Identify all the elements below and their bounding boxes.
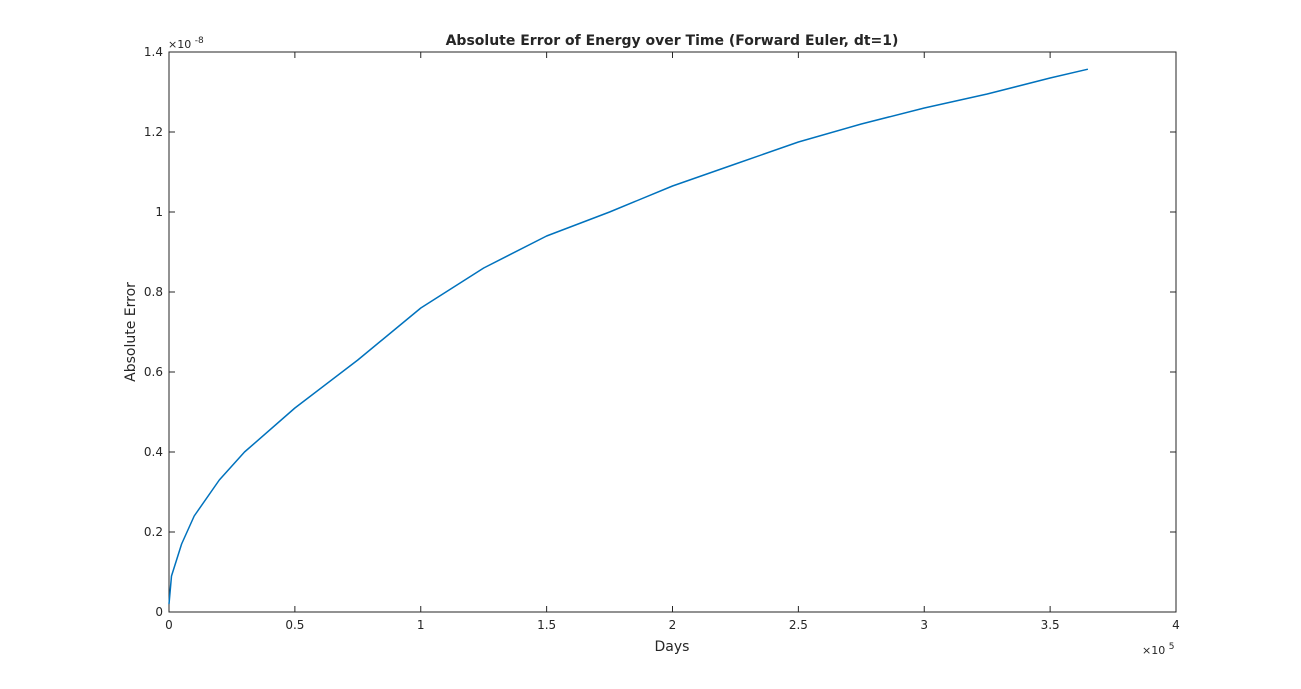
x-tick-label: 3.5	[1041, 618, 1060, 632]
series-line	[168, 68, 1089, 605]
y-axis-exponent: ×10 -8	[168, 36, 204, 51]
x-exponent-power: 5	[1169, 642, 1175, 652]
plot-box	[168, 51, 1177, 613]
svg-text:×10 -8: ×10 -8	[168, 36, 204, 51]
x-exponent-base: 10	[1151, 644, 1165, 657]
axis-ticks: 0 0.5 1 1.5 2 2.5 3 3.5 4 0 0.2 0.4 0.6 0.8 1 1.2 1.4	[144, 45, 1180, 632]
y-exponent-power: -8	[195, 36, 204, 46]
x-tick-label: 2.5	[789, 618, 808, 632]
x-tick-label: 4	[1172, 618, 1180, 632]
x-tick-label: 1.5	[537, 618, 556, 632]
y-tick-label: 0.4	[144, 445, 163, 459]
y-tick-label: 0.8	[144, 285, 163, 299]
svg-text:×10 5: ×10 5	[1142, 642, 1174, 657]
y-tick-label: 1	[155, 205, 163, 219]
y-tick-label: 1.2	[144, 125, 163, 139]
x-tick-label: 0.5	[285, 618, 304, 632]
chart-title: Absolute Error of Energy over Time (Forw…	[446, 33, 899, 49]
y-tick-label: 0.6	[144, 365, 163, 379]
x-tick-label: 2	[669, 618, 677, 632]
x-tick-label: 0	[165, 618, 173, 632]
x-axis-label: Days	[655, 639, 690, 655]
y-axis-label: Absolute Error	[123, 282, 139, 382]
y-exponent-base: 10	[177, 38, 191, 51]
x-tick-label: 3	[920, 618, 928, 632]
x-axis-exponent: ×10 5	[1142, 642, 1174, 657]
y-tick-label: 0	[155, 605, 163, 619]
y-tick-label: 1.4	[144, 45, 163, 59]
x-tick-label: 1	[417, 618, 425, 632]
y-tick-label: 0.2	[144, 525, 163, 539]
data-series	[168, 68, 1089, 605]
plot-area	[168, 51, 1177, 613]
